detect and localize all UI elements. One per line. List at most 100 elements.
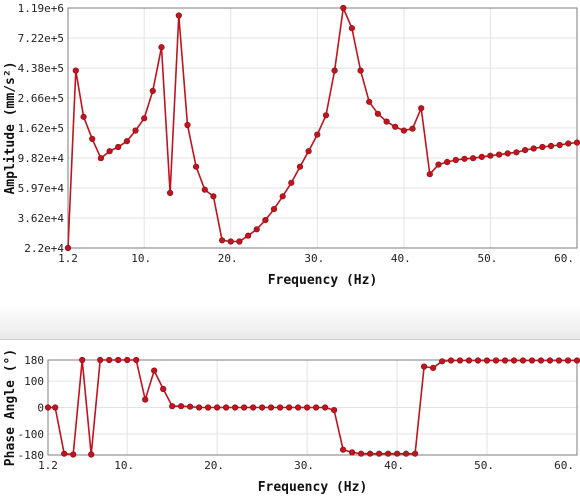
data-point xyxy=(241,404,248,411)
data-point xyxy=(123,138,130,145)
data-point xyxy=(149,87,156,94)
x-tick-label: 30. xyxy=(304,252,324,265)
data-point xyxy=(72,67,79,74)
data-point xyxy=(394,450,401,457)
data-point xyxy=(196,404,203,411)
data-point xyxy=(187,403,194,410)
data-point xyxy=(510,357,518,364)
data-point xyxy=(409,125,416,132)
data-point xyxy=(201,186,208,193)
data-point xyxy=(52,404,59,411)
data-point xyxy=(331,407,338,414)
data-point xyxy=(465,357,473,364)
data-point xyxy=(160,385,167,393)
y-tick-label: -100 xyxy=(18,428,45,441)
data-point xyxy=(184,121,191,129)
data-point xyxy=(478,153,485,160)
data-point xyxy=(483,357,491,364)
y-tick-label: 2.2e+4 xyxy=(24,242,64,255)
data-point xyxy=(366,98,373,105)
data-point xyxy=(564,357,572,364)
x-tick-label: 40. xyxy=(384,459,404,472)
data-point xyxy=(357,67,364,74)
y-tick-label: 180 xyxy=(24,354,44,367)
data-point xyxy=(521,147,529,154)
data-point xyxy=(487,152,494,159)
data-point xyxy=(547,142,555,150)
data-point xyxy=(367,450,374,457)
data-point xyxy=(295,404,302,411)
data-point xyxy=(470,155,477,162)
data-point xyxy=(296,163,304,170)
data-point xyxy=(474,357,482,364)
data-point xyxy=(385,450,392,457)
x-axis-label: Frequency (Hz) xyxy=(268,273,378,288)
data-point xyxy=(106,356,113,364)
data-point xyxy=(456,357,464,364)
data-point xyxy=(426,171,433,178)
data-point xyxy=(270,206,278,213)
data-point xyxy=(573,139,580,146)
data-point xyxy=(349,449,356,456)
data-point xyxy=(358,450,365,457)
y-tick-label: 5.97e+4 xyxy=(18,182,65,195)
data-point xyxy=(435,161,442,168)
data-point xyxy=(288,179,295,186)
data-point xyxy=(245,232,252,239)
y-tick-label: 2.66e+5 xyxy=(18,92,64,105)
data-point xyxy=(253,226,260,233)
data-point xyxy=(403,450,410,457)
phase-plot: 1.2 10. 20. 30. 40. 50. 60. -180 -100 0 100 180 Freq… xyxy=(3,349,580,495)
data-point xyxy=(556,141,563,149)
data-point xyxy=(219,237,226,244)
data-point xyxy=(565,140,572,147)
data-point xyxy=(169,403,176,410)
data-point xyxy=(340,446,347,453)
data-point xyxy=(70,451,77,458)
data-point xyxy=(80,113,87,120)
y-tick-label: 1.62e+5 xyxy=(18,122,64,135)
data-point xyxy=(546,357,554,364)
data-point xyxy=(167,189,174,196)
x-tick-label: 1.2 xyxy=(38,459,58,472)
data-point xyxy=(158,44,165,51)
data-point xyxy=(348,25,356,32)
data-point xyxy=(496,151,503,158)
data-point xyxy=(227,238,234,245)
data-point xyxy=(528,357,536,364)
data-point xyxy=(277,404,284,411)
y-axis-label: Phase Angle (°) xyxy=(3,349,18,466)
x-tick-label: 20. xyxy=(218,252,238,265)
data-point xyxy=(421,363,428,370)
y-tick-label: 4.38e+5 xyxy=(18,62,64,75)
data-point xyxy=(530,145,537,152)
data-point xyxy=(175,12,182,19)
data-point xyxy=(331,67,338,74)
data-point xyxy=(64,244,72,252)
data-point xyxy=(88,451,95,458)
data-point xyxy=(573,357,580,364)
data-point xyxy=(513,149,520,156)
data-point xyxy=(412,450,419,457)
y-tick-label: -180 xyxy=(18,449,45,462)
data-point xyxy=(492,357,500,364)
data-point xyxy=(79,356,86,364)
data-point xyxy=(210,193,217,200)
x-tick-label: 40. xyxy=(391,252,411,265)
data-point xyxy=(539,143,546,151)
data-point xyxy=(444,158,451,166)
x-tick-label: 30. xyxy=(294,459,314,472)
y-tick-label: 9.82e+4 xyxy=(18,152,65,165)
data-point xyxy=(452,156,459,164)
data-point xyxy=(305,148,312,155)
data-point xyxy=(322,112,330,119)
data-point xyxy=(141,115,148,122)
x-tick-label: 60. xyxy=(554,252,574,265)
data-point xyxy=(383,118,390,125)
data-point xyxy=(178,403,185,410)
data-point xyxy=(205,404,212,411)
y-tick-label: 1.19e+6 xyxy=(18,2,64,15)
data-point xyxy=(400,127,408,134)
data-point xyxy=(340,4,347,12)
